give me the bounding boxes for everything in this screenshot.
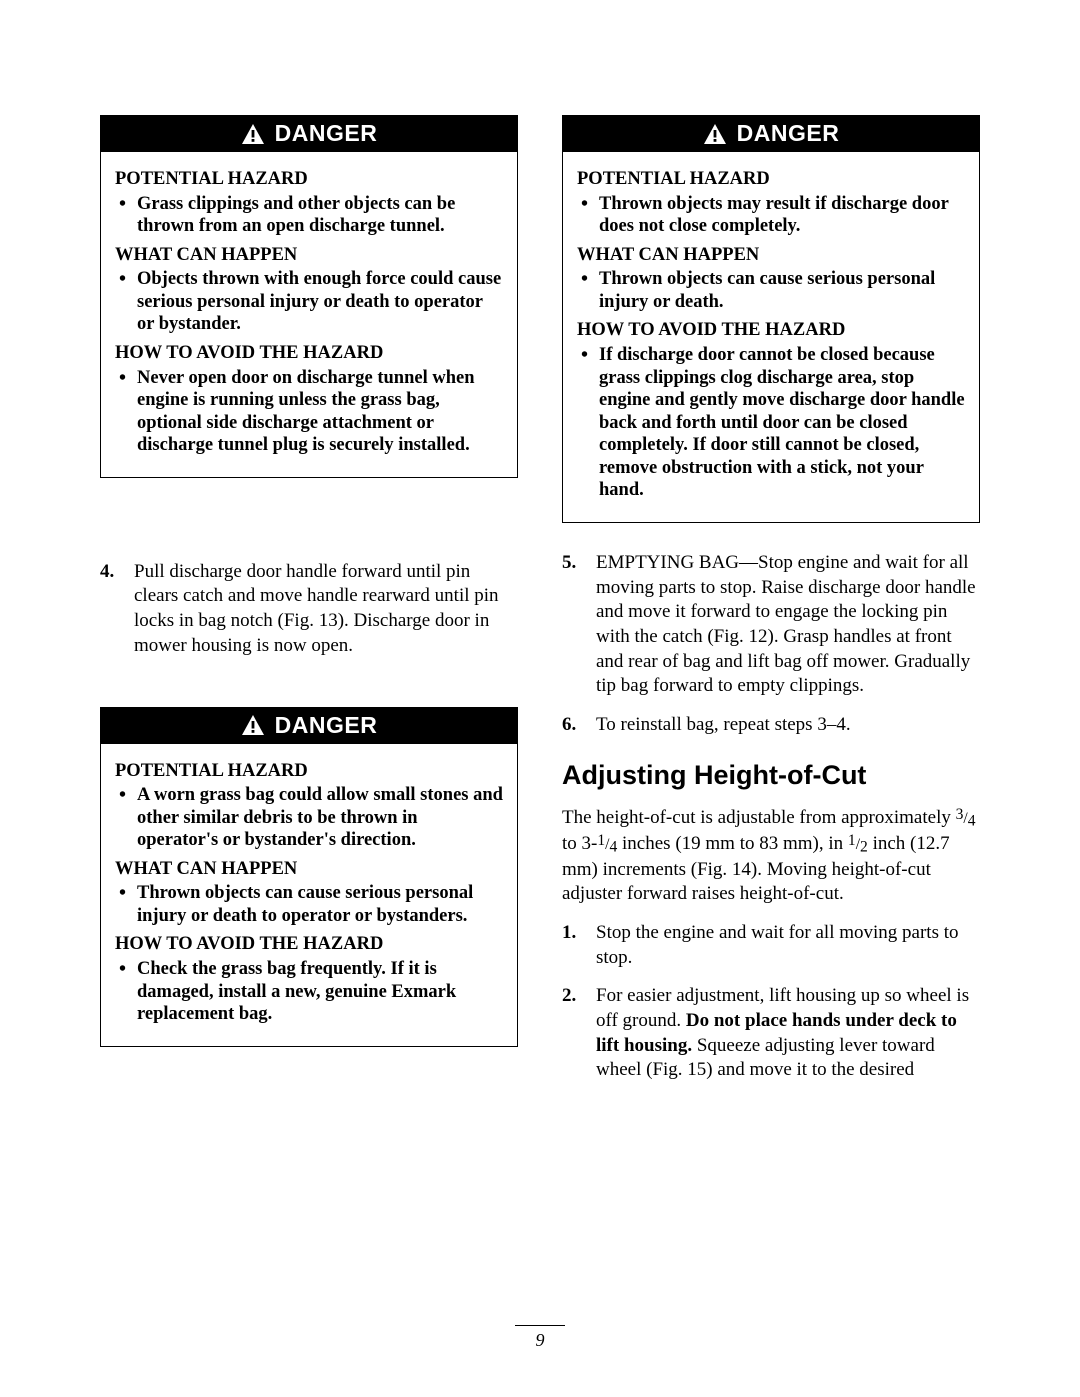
height-step-list: 1. Stop the engine and wait for all movi…: [562, 921, 980, 1083]
right-column: DANGER POTENTIAL HAZARD Thrown objects m…: [562, 115, 980, 1097]
step-list: 5. EMPTYING BAG—Stop engine and wait for…: [562, 551, 980, 738]
fraction: 1/4: [597, 836, 617, 853]
avoid-text: If discharge door cannot be closed becau…: [577, 344, 965, 502]
hazard-heading: POTENTIAL HAZARD: [115, 168, 503, 191]
step-text: Pull discharge door handle forward until…: [134, 560, 518, 659]
hazard-text: A worn grass bag could allow small stone…: [115, 784, 503, 852]
avoid-heading: HOW TO AVOID THE HAZARD: [115, 342, 503, 365]
intro-part: to 3-: [562, 833, 597, 854]
warning-triangle-icon: [241, 714, 265, 736]
avoid-heading: HOW TO AVOID THE HAZARD: [577, 319, 965, 342]
height-step-1: 1. Stop the engine and wait for all movi…: [562, 921, 980, 970]
hazard-text: Thrown objects may result if discharge d…: [577, 193, 965, 238]
spacer: [100, 506, 518, 560]
happen-text: Thrown objects can cause serious persona…: [577, 268, 965, 313]
step-text: For easier adjustment, lift housing up s…: [596, 984, 980, 1083]
step-4: 4. Pull discharge door handle forward un…: [100, 560, 518, 659]
fraction: 1/2: [848, 836, 868, 853]
page: DANGER POTENTIAL HAZARD Grass clippings …: [0, 0, 1080, 1397]
danger-header: DANGER: [101, 708, 517, 744]
danger-box-3: DANGER POTENTIAL HAZARD Thrown objects m…: [562, 115, 980, 523]
happen-text: Thrown objects can cause serious persona…: [115, 882, 503, 927]
avoid-text: Check the grass bag frequently. If it is…: [115, 958, 503, 1026]
hazard-heading: POTENTIAL HAZARD: [577, 168, 965, 191]
danger-body: POTENTIAL HAZARD Grass clippings and oth…: [101, 152, 517, 477]
hazard-text: Grass clippings and other objects can be…: [115, 193, 503, 238]
danger-label: DANGER: [737, 120, 840, 147]
intro-part: The height-of-cut is adjustable from app…: [562, 807, 956, 828]
page-number: 9: [0, 1325, 1080, 1351]
warning-triangle-icon: [703, 123, 727, 145]
intro-part: inches (19 mm to 83 mm), in: [617, 833, 848, 854]
avoid-text: Never open door on discharge tunnel when…: [115, 367, 503, 457]
danger-body: POTENTIAL HAZARD Thrown objects may resu…: [563, 152, 979, 522]
step-text: EMPTYING BAG—Stop engine and wait for al…: [596, 551, 980, 699]
avoid-heading: HOW TO AVOID THE HAZARD: [115, 933, 503, 956]
step-number: 2.: [562, 984, 596, 1083]
danger-body: POTENTIAL HAZARD A worn grass bag could …: [101, 744, 517, 1046]
two-column-layout: DANGER POTENTIAL HAZARD Grass clippings …: [100, 115, 980, 1097]
danger-label: DANGER: [275, 120, 378, 147]
warning-triangle-icon: [241, 123, 265, 145]
step-text: To reinstall bag, repeat steps 3–4.: [596, 713, 980, 738]
hazard-heading: POTENTIAL HAZARD: [115, 760, 503, 783]
happen-text: Objects thrown with enough force could c…: [115, 268, 503, 336]
step-number: 6.: [562, 713, 596, 738]
step-6: 6. To reinstall bag, repeat steps 3–4.: [562, 713, 980, 738]
fraction: 3/4: [956, 810, 976, 827]
spacer: [100, 673, 518, 707]
danger-box-1: DANGER POTENTIAL HAZARD Grass clippings …: [100, 115, 518, 478]
height-step-2: 2. For easier adjustment, lift housing u…: [562, 984, 980, 1083]
left-column: DANGER POTENTIAL HAZARD Grass clippings …: [100, 115, 518, 1097]
step-number: 1.: [562, 921, 596, 970]
step-number: 4.: [100, 560, 134, 659]
height-of-cut-intro: The height-of-cut is adjustable from app…: [562, 805, 980, 907]
happen-heading: WHAT CAN HAPPEN: [115, 858, 503, 881]
section-heading-height-of-cut: Adjusting Height-of-Cut: [562, 760, 980, 791]
danger-box-2: DANGER POTENTIAL HAZARD A worn grass bag…: [100, 707, 518, 1047]
step-list: 4. Pull discharge door handle forward un…: [100, 560, 518, 659]
happen-heading: WHAT CAN HAPPEN: [577, 244, 965, 267]
step-text: Stop the engine and wait for all moving …: [596, 921, 980, 970]
step-number: 5.: [562, 551, 596, 699]
happen-heading: WHAT CAN HAPPEN: [115, 244, 503, 267]
danger-header: DANGER: [563, 116, 979, 152]
danger-header: DANGER: [101, 116, 517, 152]
step-5: 5. EMPTYING BAG—Stop engine and wait for…: [562, 551, 980, 699]
danger-label: DANGER: [275, 712, 378, 739]
